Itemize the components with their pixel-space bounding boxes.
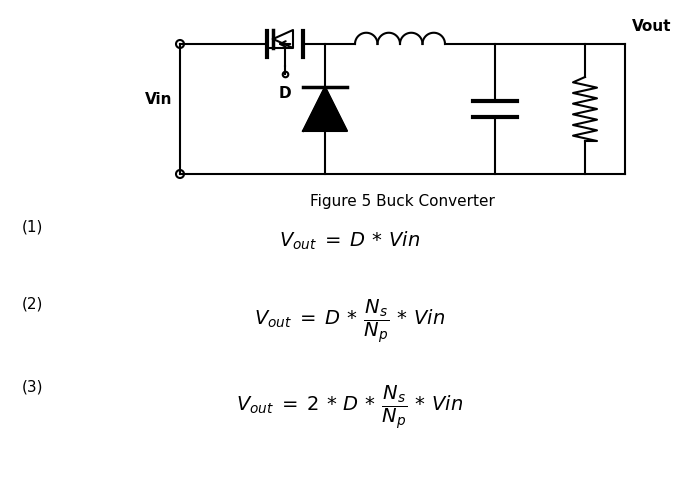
Text: D: D — [279, 86, 292, 101]
Text: (1): (1) — [22, 219, 44, 235]
Text: Figure 5 Buck Converter: Figure 5 Buck Converter — [310, 194, 495, 209]
Text: Vout: Vout — [632, 19, 671, 34]
Text: $V_{out}\;=\;D\,*\,Vin$: $V_{out}\;=\;D\,*\,Vin$ — [279, 230, 421, 252]
Text: (2): (2) — [22, 297, 44, 311]
Text: $V_{out}\;=\;2\,*\,D\,*\,\dfrac{N_s}{N_p}\,*\,Vin$: $V_{out}\;=\;2\,*\,D\,*\,\dfrac{N_s}{N_p… — [236, 383, 464, 431]
Text: $V_{out}\;=\;D\,*\,\dfrac{N_s}{N_p}\,*\,Vin$: $V_{out}\;=\;D\,*\,\dfrac{N_s}{N_p}\,*\,… — [255, 297, 445, 345]
Text: (3): (3) — [22, 379, 44, 395]
Text: Vin: Vin — [145, 91, 172, 106]
Polygon shape — [303, 87, 347, 131]
